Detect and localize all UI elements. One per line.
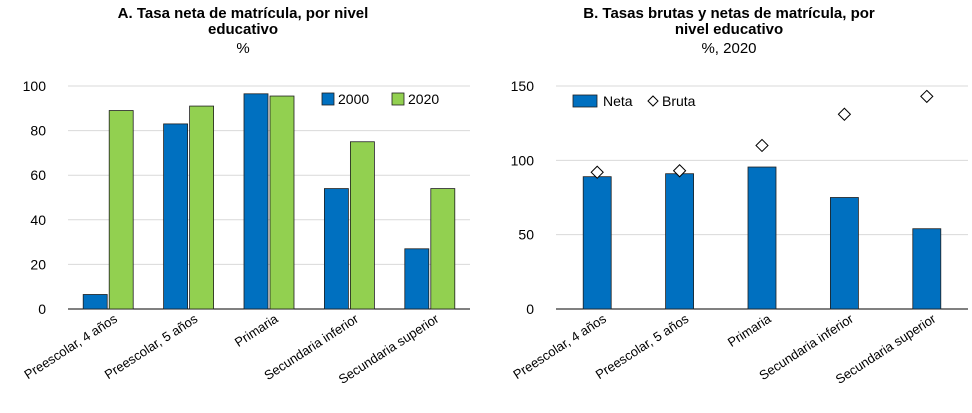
chart-a-ytick-label: 0 — [38, 301, 46, 317]
panel-b-subtitle: %, 2020 — [701, 40, 757, 57]
chart-a-bar-2020 — [269, 95, 295, 310]
chart-b-legend-swatch — [572, 94, 598, 108]
panel-b: B. Tasas brutas y netas de matrícula, po… — [486, 0, 972, 413]
chart-a-legend-label: 2020 — [408, 91, 439, 107]
chart-b-marker-Bruta — [837, 107, 852, 121]
chart-a-legend-swatch — [321, 92, 335, 106]
chart-b-marker-Bruta — [672, 164, 687, 178]
chart-a-ytick-label: 40 — [30, 212, 46, 228]
chart-a-bar-2020 — [108, 110, 134, 310]
chart-b-ytick-label: 50 — [518, 227, 534, 243]
chart-a-xtick-label: Primaria — [232, 311, 281, 350]
chart-a-bar-2000 — [404, 248, 430, 310]
chart-b-legend-label: Neta — [603, 93, 633, 109]
chart-b-marker-Bruta — [590, 165, 604, 179]
chart-a-bar-2020 — [349, 141, 375, 310]
chart-a-ytick-label: 100 — [23, 78, 47, 94]
chart-a-bar-2000 — [163, 123, 189, 310]
chart-b-marker-Bruta — [920, 89, 934, 104]
chart-a-ytick-label: 20 — [30, 256, 46, 272]
chart-b-legend-label: Bruta — [662, 93, 696, 109]
chart-b-ytick-label: 0 — [526, 301, 534, 317]
chart-b-ytick-label: 150 — [511, 78, 535, 94]
panel-b-title: B. Tasas brutas y netas de matrícula, po… — [486, 6, 972, 38]
chart-a-legend-label: 2000 — [338, 91, 369, 107]
panel-a: A. Tasa neta de matrícula, por nivel edu… — [0, 6, 486, 387]
panel-b-title-line1: B. Tasas brutas y netas de matrícula, po… — [583, 5, 875, 22]
chart-a-bar-2020 — [430, 188, 456, 310]
chart-a-bar-2020 — [189, 105, 215, 310]
chart-b-bar-Neta — [747, 166, 777, 310]
panel-a-subtitle: % — [236, 40, 250, 57]
chart-b-bar-Neta — [829, 197, 859, 310]
chart-a-legend-swatch — [391, 92, 405, 106]
chart-b-bar-Neta — [912, 228, 942, 310]
chart-a-bar-2000 — [243, 93, 269, 310]
chart-b-xtick-label: Preescolar, 5 años — [593, 311, 692, 382]
chart-b-legend-marker — [647, 95, 659, 107]
chart-b-bar-Neta — [665, 173, 695, 310]
panel-a-title-line2: educativo — [207, 21, 279, 38]
chart-a-bar-2000 — [323, 188, 349, 310]
chart-b-xtick-label: Primaria — [725, 311, 774, 350]
panel-b-title-line2: nivel educativo — [674, 21, 784, 38]
chart-b-ytick-label: 100 — [511, 152, 535, 168]
chart-b-bar-Neta — [582, 176, 612, 310]
panel-a-title: A. Tasa neta de matrícula, por nivel edu… — [0, 6, 486, 38]
chart-a-bar-2000 — [82, 294, 108, 310]
chart-a-ytick-label: 80 — [30, 123, 46, 139]
chart-b-marker-Bruta — [755, 138, 769, 153]
panel-a-title-line1: A. Tasa neta de matrícula, por nivel — [117, 5, 369, 22]
chart-a-ytick-label: 60 — [30, 167, 46, 183]
